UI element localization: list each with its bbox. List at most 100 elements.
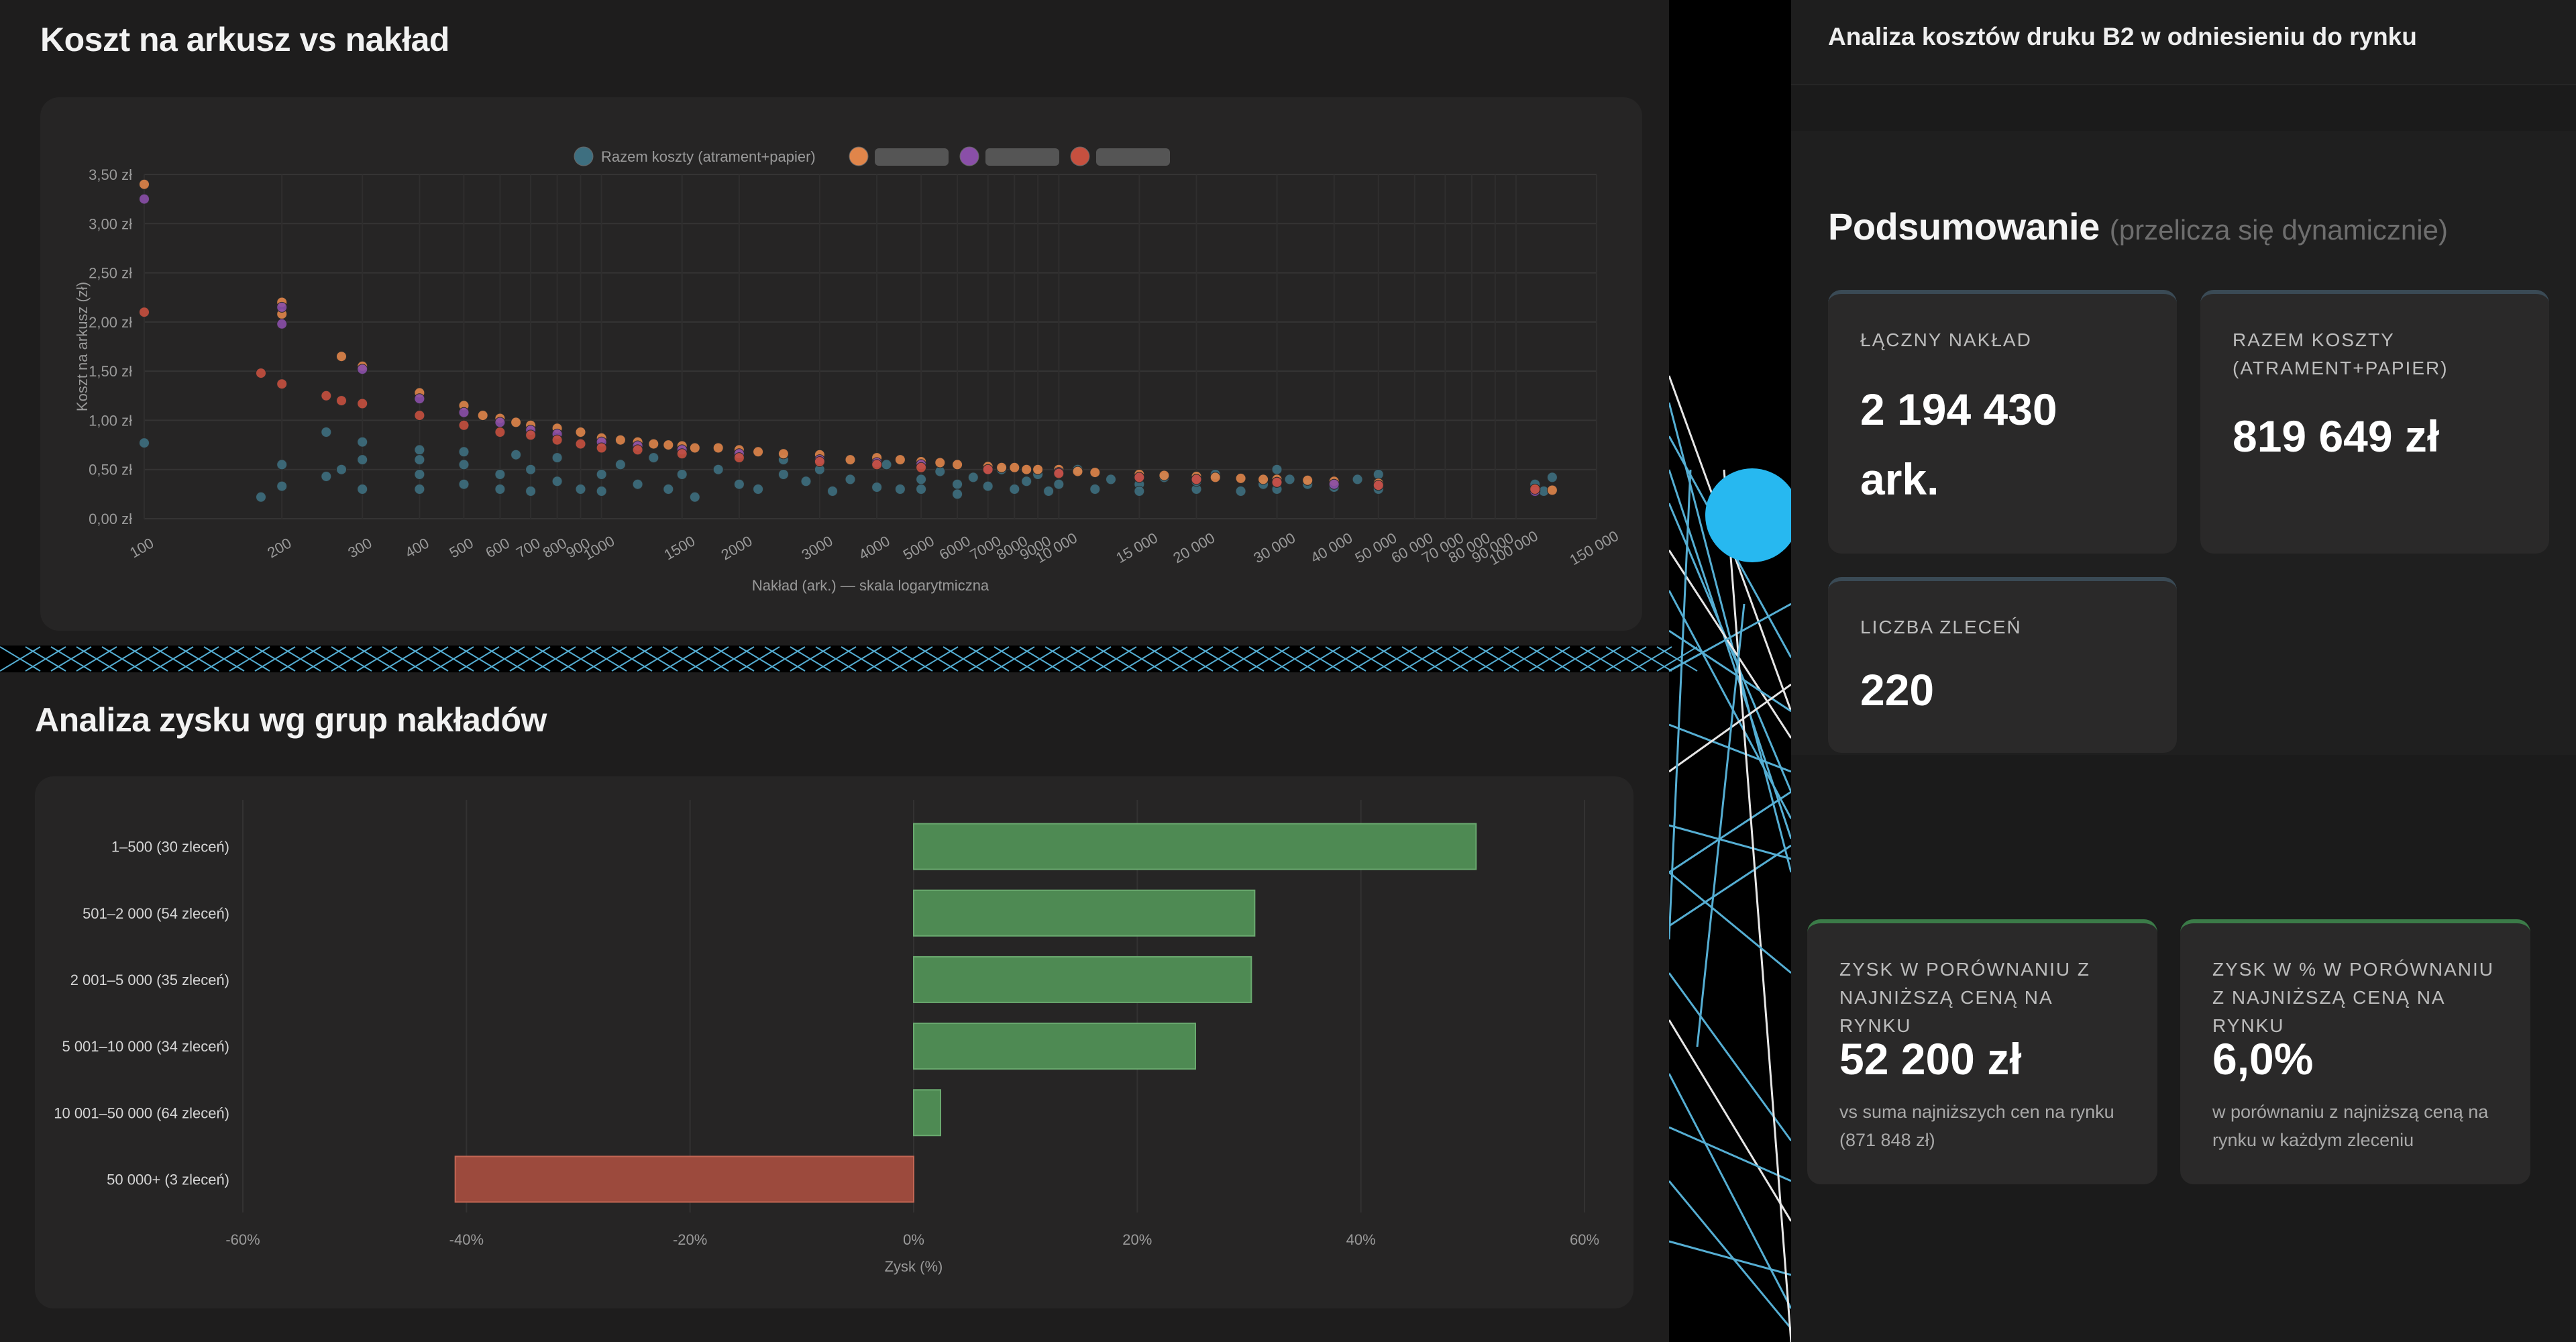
scatter-point bbox=[139, 178, 150, 190]
scatter-point bbox=[614, 459, 626, 470]
legend-label-redacted bbox=[1096, 148, 1170, 166]
x-tick-label: 15 000 bbox=[1113, 529, 1161, 566]
x-tick-label: 100 bbox=[127, 534, 156, 561]
scatter-point bbox=[1546, 472, 1558, 483]
bg-line bbox=[1723, 469, 1792, 1342]
legend-swatch[interactable] bbox=[849, 146, 869, 166]
bg-line bbox=[1223, 646, 1265, 672]
scatter-point bbox=[596, 486, 607, 497]
x-tick-label: 4000 bbox=[856, 532, 893, 563]
profit-bar[interactable] bbox=[913, 1023, 1196, 1070]
bg-line bbox=[229, 646, 270, 672]
bg-line bbox=[1668, 972, 1792, 1141]
legend-label[interactable]: Razem koszty (atrament+papier) bbox=[601, 148, 816, 165]
x-tick-label: 300 bbox=[345, 534, 374, 561]
scatter-point bbox=[1009, 484, 1020, 495]
bg-line bbox=[305, 646, 347, 672]
scatter-point bbox=[845, 474, 856, 485]
x-tick-label: 400 bbox=[402, 534, 431, 561]
scatter-point bbox=[357, 364, 368, 375]
scatter-point bbox=[139, 437, 150, 449]
legend-label-redacted bbox=[875, 148, 949, 166]
bg-line bbox=[943, 646, 984, 672]
profit-label: ZYSK W PORÓWNANIU Z NAJNIŻSZĄ CENĄ NA RY… bbox=[1839, 959, 2090, 1036]
x-axis-label: Nakład (ark.) — skala logarytmiczna bbox=[752, 577, 989, 594]
scatter-point bbox=[494, 417, 506, 428]
right-header: Analiza kosztów druku B2 w odniesieniu d… bbox=[1791, 0, 2576, 85]
profit-bar[interactable] bbox=[913, 889, 1256, 937]
bg-line bbox=[1197, 646, 1239, 672]
bg-line bbox=[1146, 646, 1188, 672]
decorative-blue-circle bbox=[1705, 468, 1799, 562]
scatter-point bbox=[256, 491, 266, 503]
bg-line bbox=[637, 646, 678, 672]
category-label: 5 001–10 000 (34 zleceń) bbox=[62, 1038, 229, 1055]
scatter-point bbox=[357, 436, 368, 448]
bg-line bbox=[586, 646, 627, 672]
scatter-point bbox=[414, 444, 425, 456]
scatter-point bbox=[525, 464, 537, 475]
scatter-point bbox=[336, 351, 347, 362]
bg-line bbox=[1668, 844, 1792, 927]
scatter-point bbox=[1009, 462, 1020, 473]
scatter-point bbox=[800, 476, 812, 487]
bg-line bbox=[1044, 646, 1086, 672]
y-tick-label: 3,00 zł bbox=[89, 215, 132, 232]
scatter-point bbox=[996, 462, 1008, 473]
scatter-point bbox=[916, 474, 927, 485]
profit-bar[interactable] bbox=[454, 1155, 914, 1203]
bg-line bbox=[1452, 646, 1494, 672]
bg-line bbox=[1376, 646, 1417, 672]
scatter-point bbox=[336, 464, 347, 475]
summary-subtitle: (przelicza się dynamicznie) bbox=[2109, 214, 2448, 246]
scatter-chart: 0,00 zł 0,50 zł 1,00 zł 1,50 zł 2,00 zł 2,50 … bbox=[74, 146, 1621, 594]
scatter-point bbox=[1235, 486, 1246, 497]
bg-line bbox=[1070, 646, 1112, 672]
scatter-point bbox=[1053, 468, 1065, 479]
bar-chart-card: -60% -40% -20% 0% 20% 40% 60% Zysk (%) 1–500 (30… bbox=[35, 776, 1633, 1308]
scatter-point bbox=[689, 442, 700, 454]
scatter-point bbox=[596, 442, 607, 454]
x-tick-label: 60% bbox=[1570, 1231, 1599, 1248]
bg-line bbox=[152, 646, 194, 672]
category-label: 2 001–5 000 (35 zleceń) bbox=[70, 972, 229, 988]
bg-line bbox=[1668, 503, 1792, 792]
y-tick-label: 3,50 zł bbox=[89, 166, 132, 183]
scatter-point bbox=[276, 480, 288, 492]
scatter-point bbox=[1235, 472, 1246, 484]
profit-bar[interactable] bbox=[913, 823, 1477, 870]
scatter-point bbox=[1043, 486, 1055, 497]
bg-line bbox=[994, 646, 1035, 672]
bg-line bbox=[1095, 646, 1137, 672]
bg-line bbox=[1503, 646, 1545, 672]
bg-line bbox=[1668, 1240, 1792, 1276]
bg-line bbox=[1668, 790, 1792, 874]
x-tick-label: 0% bbox=[903, 1231, 924, 1248]
legend-swatch[interactable] bbox=[959, 146, 979, 166]
x-tick-label: 30 000 bbox=[1250, 529, 1298, 566]
category-label: 501–2 000 (54 zleceń) bbox=[83, 905, 229, 922]
orders-count-label: LICZBA ZLECEŃ bbox=[1860, 617, 2022, 637]
y-tick-label: 1,50 zł bbox=[89, 363, 132, 380]
bg-line bbox=[433, 646, 474, 672]
legend-swatch[interactable] bbox=[1070, 146, 1090, 166]
profit-percent-label: ZYSK W % W PORÓWNANIU Z NAJNIŻSZĄ CENĄ N… bbox=[2212, 959, 2494, 1036]
bg-line bbox=[1478, 646, 1519, 672]
scatter-point bbox=[967, 472, 979, 483]
scatter-point bbox=[1271, 464, 1283, 475]
x-tick-label: 200 bbox=[264, 534, 294, 561]
scatter-point bbox=[712, 442, 724, 454]
scatter-point bbox=[753, 446, 764, 458]
bg-line bbox=[101, 646, 143, 672]
scatter-point bbox=[952, 488, 963, 500]
scatter-point bbox=[336, 395, 347, 407]
profit-bar-chart: -60% -40% -20% 0% 20% 40% 60% Zysk (%) 1–500 (30… bbox=[54, 800, 1599, 1275]
profit-bar[interactable] bbox=[913, 956, 1252, 1003]
bg-line bbox=[1668, 469, 1792, 839]
cost-per-sheet-title: Koszt na arkusz vs nakład bbox=[40, 21, 449, 58]
scatter-point bbox=[458, 446, 470, 458]
legend-swatch[interactable] bbox=[574, 146, 594, 166]
scatter-point bbox=[321, 390, 332, 401]
profit-bar[interactable] bbox=[913, 1089, 941, 1137]
